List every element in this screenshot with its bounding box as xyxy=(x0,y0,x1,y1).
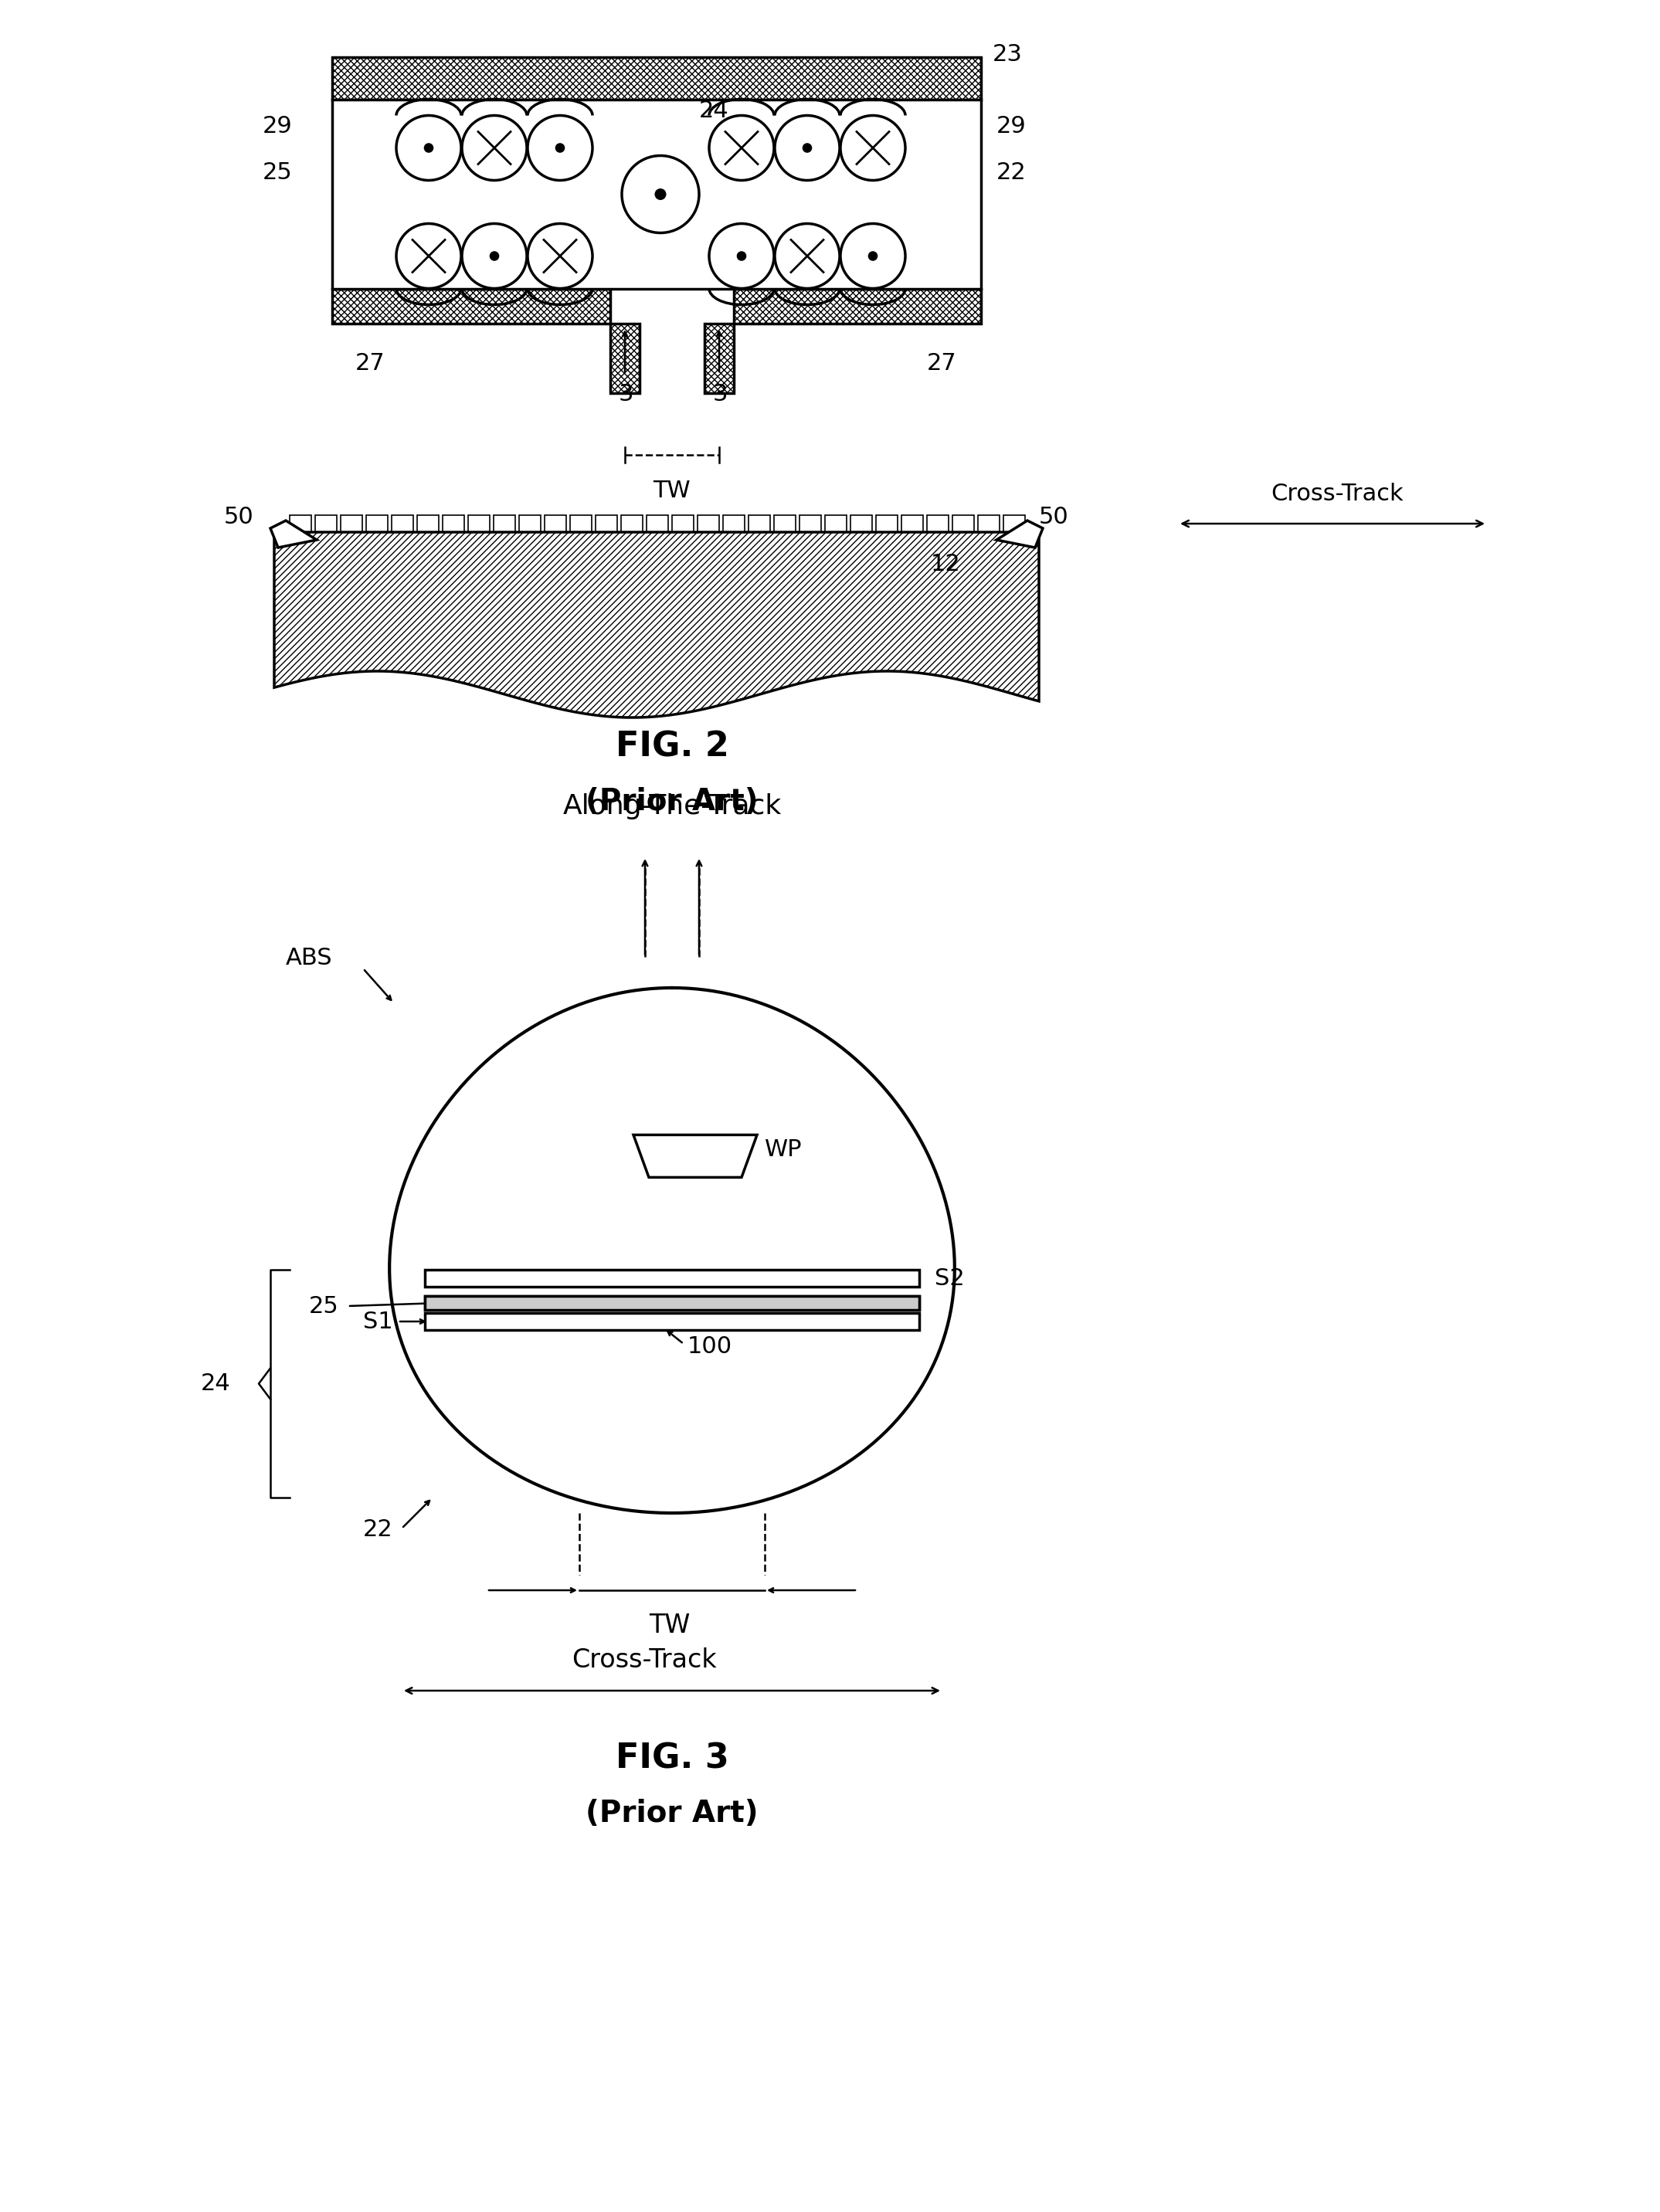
Text: 25: 25 xyxy=(309,1294,339,1316)
Text: 50: 50 xyxy=(1039,507,1069,529)
Bar xyxy=(724,515,745,533)
Bar xyxy=(800,515,822,533)
Bar xyxy=(315,515,337,533)
Bar xyxy=(611,323,639,394)
Circle shape xyxy=(397,115,461,181)
Bar xyxy=(425,1314,920,1329)
Bar xyxy=(332,290,611,323)
Circle shape xyxy=(775,115,840,181)
Bar xyxy=(734,290,981,323)
Bar xyxy=(332,58,981,100)
Polygon shape xyxy=(634,1135,757,1177)
Circle shape xyxy=(802,144,812,153)
Bar xyxy=(332,290,611,323)
Text: S1: S1 xyxy=(364,1310,393,1332)
Bar xyxy=(289,515,312,533)
Bar xyxy=(734,290,981,323)
Bar xyxy=(493,515,515,533)
Text: Cross-Track: Cross-Track xyxy=(1270,482,1403,504)
Bar xyxy=(520,515,541,533)
Circle shape xyxy=(528,223,593,288)
Text: (Prior Art): (Prior Art) xyxy=(586,1798,759,1827)
Text: 3: 3 xyxy=(619,383,634,405)
Bar xyxy=(425,1296,920,1310)
Bar xyxy=(978,515,999,533)
Text: 29: 29 xyxy=(996,115,1026,137)
Text: WP: WP xyxy=(765,1139,802,1161)
Circle shape xyxy=(461,223,526,288)
Bar xyxy=(596,515,618,533)
Bar xyxy=(876,515,898,533)
Bar xyxy=(704,323,734,394)
Bar xyxy=(392,515,413,533)
Bar xyxy=(332,100,981,290)
Text: (Prior Art): (Prior Art) xyxy=(586,787,759,816)
Text: 25: 25 xyxy=(262,161,292,184)
Bar xyxy=(672,515,694,533)
Text: 27: 27 xyxy=(355,352,385,374)
Text: 23: 23 xyxy=(993,44,1023,66)
Circle shape xyxy=(554,144,564,153)
Bar xyxy=(749,515,770,533)
Circle shape xyxy=(461,115,526,181)
Text: ABS: ABS xyxy=(286,947,332,969)
Bar xyxy=(569,515,591,533)
Text: 22: 22 xyxy=(364,1517,393,1542)
Circle shape xyxy=(737,252,747,261)
Bar xyxy=(704,323,734,394)
Circle shape xyxy=(709,115,774,181)
Text: 100: 100 xyxy=(687,1336,732,1358)
Bar xyxy=(367,515,388,533)
Text: 27: 27 xyxy=(926,352,956,374)
Circle shape xyxy=(840,223,905,288)
Circle shape xyxy=(775,223,840,288)
Text: 24: 24 xyxy=(699,100,729,122)
Bar xyxy=(774,515,795,533)
Circle shape xyxy=(840,115,905,181)
Bar xyxy=(697,515,719,533)
Bar xyxy=(443,515,465,533)
Text: 22: 22 xyxy=(996,161,1026,184)
Bar xyxy=(332,58,981,100)
Circle shape xyxy=(622,155,699,232)
Text: 12: 12 xyxy=(931,553,961,575)
Polygon shape xyxy=(996,520,1042,549)
Circle shape xyxy=(397,223,461,288)
Text: FIG. 3: FIG. 3 xyxy=(616,1741,729,1774)
Text: Along-The-Track: Along-The-Track xyxy=(563,794,782,818)
Bar xyxy=(621,515,642,533)
Bar xyxy=(825,515,847,533)
Bar xyxy=(850,515,872,533)
Circle shape xyxy=(423,144,433,153)
Text: 50: 50 xyxy=(224,507,254,529)
Polygon shape xyxy=(271,520,317,549)
Circle shape xyxy=(490,252,500,261)
Bar xyxy=(425,1296,920,1310)
Bar xyxy=(646,515,669,533)
Text: 3: 3 xyxy=(714,383,729,405)
Text: TW: TW xyxy=(649,1613,691,1639)
Bar xyxy=(1003,515,1024,533)
Text: 24: 24 xyxy=(201,1371,231,1396)
Circle shape xyxy=(709,223,774,288)
Circle shape xyxy=(654,188,666,199)
Circle shape xyxy=(868,252,878,261)
Text: S2: S2 xyxy=(935,1267,964,1290)
Text: 29: 29 xyxy=(262,115,292,137)
Bar xyxy=(425,1270,920,1287)
Text: Cross-Track: Cross-Track xyxy=(571,1648,717,1672)
Bar xyxy=(611,323,639,394)
Circle shape xyxy=(528,115,593,181)
Bar xyxy=(953,515,974,533)
Bar xyxy=(417,515,438,533)
Bar xyxy=(901,515,923,533)
Bar xyxy=(544,515,566,533)
Text: TW: TW xyxy=(652,480,691,502)
Text: FIG. 2: FIG. 2 xyxy=(616,730,729,763)
Bar xyxy=(340,515,362,533)
Bar xyxy=(468,515,490,533)
Bar xyxy=(926,515,948,533)
